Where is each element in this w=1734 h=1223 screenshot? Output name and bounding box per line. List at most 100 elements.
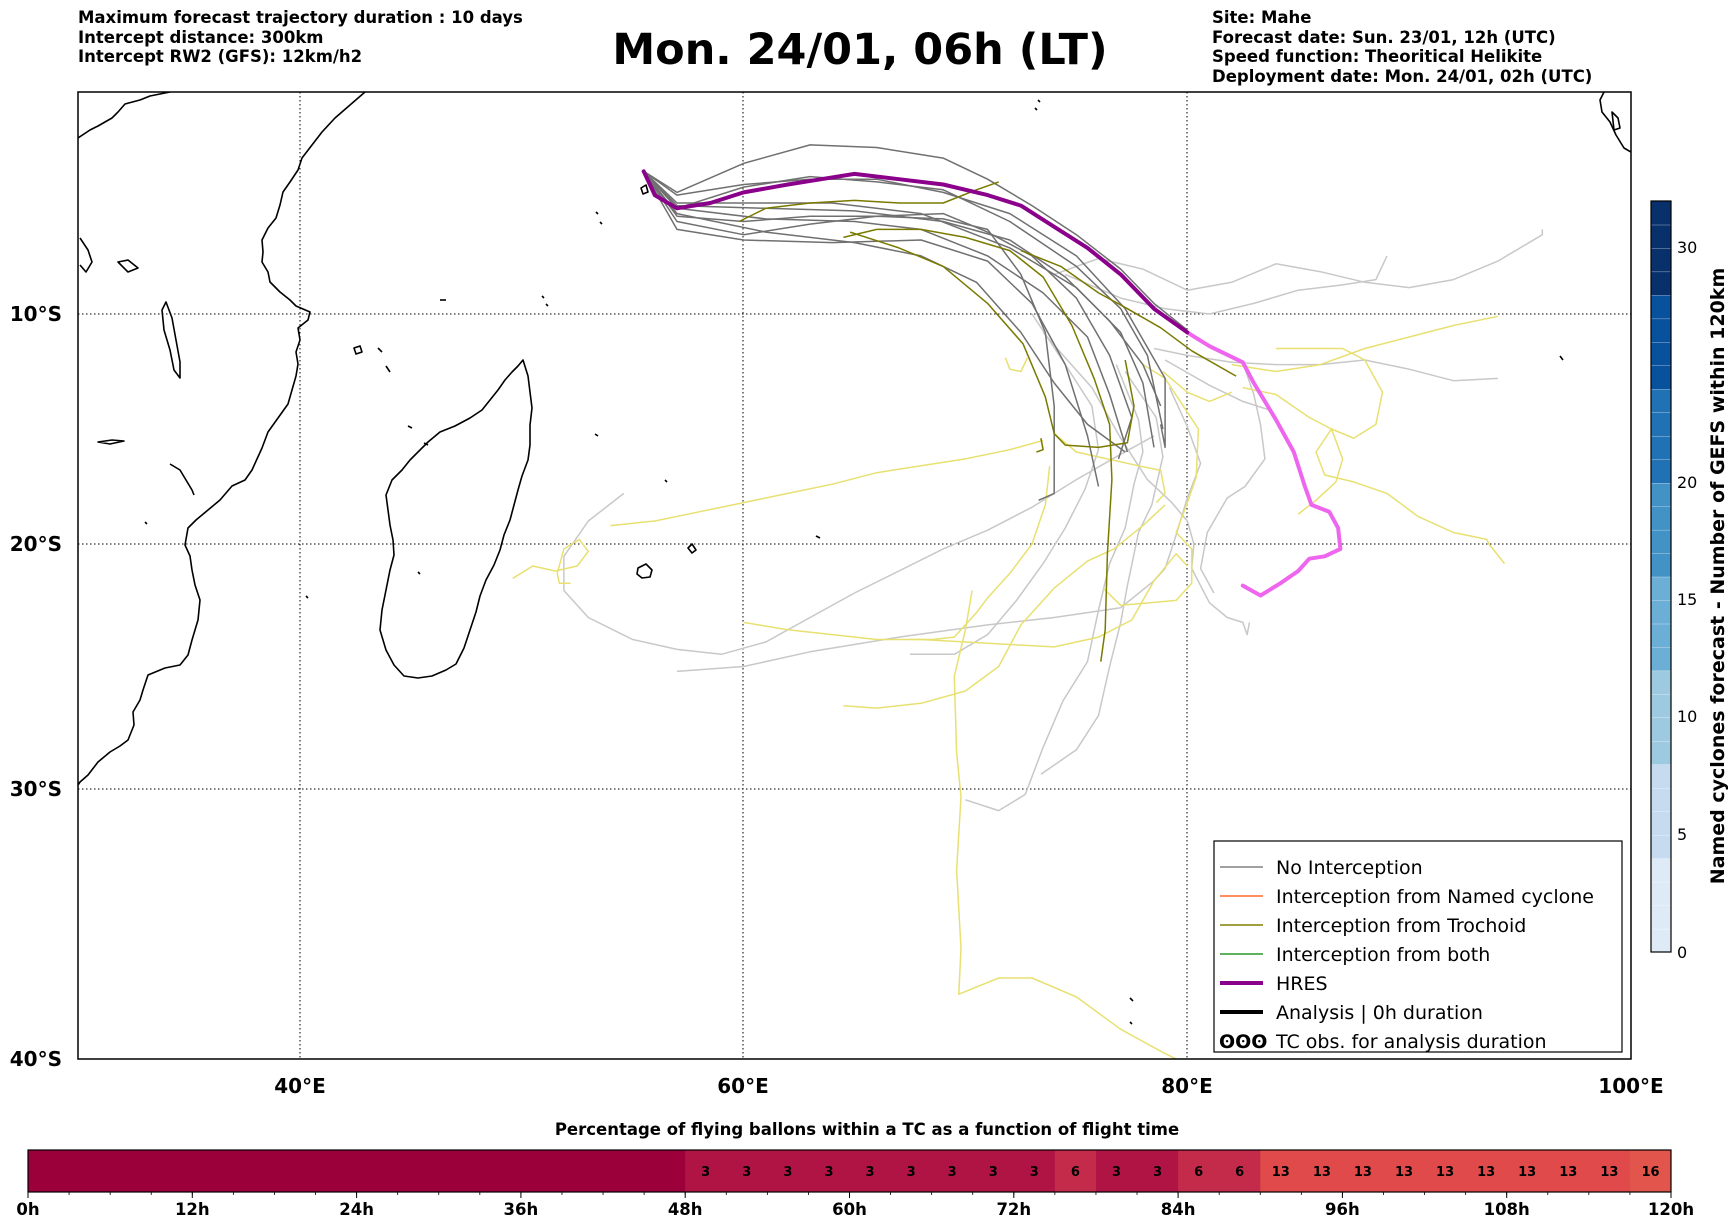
flight-time-cell: [479, 1150, 522, 1192]
no-interception-track-8: [643, 170, 1166, 449]
flight-time-cell-value: 6: [1235, 1165, 1244, 1180]
gefs-colorbar-cell: [1650, 247, 1672, 273]
flight-time-cell: [356, 1150, 399, 1192]
land: [78, 92, 1631, 1025]
flight-time-cell: [1383, 1150, 1425, 1192]
farquhar-dots: [377, 347, 429, 446]
gefs-tick-10: 10: [1677, 707, 1697, 726]
tc-obs-symbol: ʘʘʘ: [1219, 1031, 1267, 1053]
flight-time-tick-label: 84h: [1161, 1200, 1196, 1219]
gefs-tick-5: 5: [1677, 825, 1687, 844]
flight-time-cell: [685, 1150, 727, 1192]
flight-time-cell: [1629, 1150, 1672, 1192]
flight-time-cell: [1013, 1150, 1056, 1192]
flight-time-cell: [397, 1150, 440, 1192]
flight-time-cell: [1178, 1150, 1220, 1192]
flight-time-cell: [972, 1150, 1015, 1192]
flight-time-tick-label: 0h: [16, 1200, 39, 1219]
flight-time-cell: [1096, 1150, 1138, 1192]
flight-time-tick-label: 36h: [504, 1200, 539, 1219]
arabia-coastline: [78, 92, 171, 139]
lake-malawi: [161, 301, 181, 379]
gefs-colorbar-cell: [1650, 693, 1672, 718]
legend-label: Analysis | 0h duration: [1276, 1002, 1483, 1024]
gefs-tick-20: 20: [1677, 473, 1697, 492]
trochoid-late-track-11: [1004, 357, 1029, 373]
gefs-colorbar-ticks: 0 5 10 15 20 30: [1677, 238, 1697, 962]
flight-time-cell: [1054, 1150, 1097, 1192]
flight-time-cell-value: 13: [1518, 1165, 1536, 1180]
flight-time-cell: [644, 1150, 686, 1192]
legend-box: [1213, 840, 1623, 1053]
flight-time-cell: [520, 1150, 563, 1192]
flight-time-cell-value: 3: [1153, 1165, 1162, 1180]
site-text: Site: Mahe: [1212, 8, 1312, 27]
india-tip: [1599, 92, 1631, 153]
legend-item: Interception from Trochoid: [1220, 915, 1526, 937]
flight-time-cell-value: 3: [907, 1165, 916, 1180]
gefs-colorbar-cell: [1650, 928, 1672, 953]
gefs-colorbar-cell: [1650, 857, 1672, 883]
flight-time-cell: [1424, 1150, 1467, 1192]
flight-time-tick-label: 96h: [1325, 1200, 1360, 1219]
trochoid-late-track-3: [1053, 433, 1166, 504]
gefs-colorbar-cell: [1650, 412, 1672, 437]
gefs-colorbar-cell: [1650, 599, 1672, 625]
gefs-colorbar-cell: [1650, 904, 1672, 930]
flight-time-cell: [562, 1150, 604, 1192]
rodrigues-dot: [815, 535, 821, 539]
gefs-colorbar-frame: [1650, 200, 1672, 953]
gefs-colorbar-cell: [1650, 811, 1672, 836]
mozambique-dots: [144, 521, 421, 599]
no-interception-late-track-6: [965, 364, 1144, 812]
legend-label: Interception from both: [1276, 944, 1490, 966]
flight-time-cell-value: 13: [1395, 1165, 1413, 1180]
gefs-colorbar-cell: [1650, 552, 1672, 578]
lat-label-40s: 40°S: [10, 1047, 62, 1071]
gefs-colorbar-cell: [1650, 764, 1672, 789]
flight-time-cell: [1465, 1150, 1508, 1192]
gefs-colorbar-cell: [1650, 435, 1672, 460]
mauritius-island: [636, 563, 653, 579]
gefs-colorbar-cell: [1650, 623, 1672, 648]
forecast-date-text: Forecast date: Sun. 23/01, 12h (UTC): [1212, 27, 1556, 47]
legend-item: Interception from Named cyclone: [1220, 886, 1594, 908]
no-interception-late-track-5: [1042, 331, 1251, 636]
flight-time-tick-label: 108h: [1484, 1200, 1530, 1219]
chagos-dot: [1559, 355, 1564, 361]
graticule: [78, 92, 1631, 1059]
trajectory-tracks: [512, 144, 1544, 1059]
gefs-tick-30: 30: [1677, 238, 1697, 257]
intercept-distance-text: Intercept distance: 300km: [78, 27, 324, 47]
flight-time-cell: [438, 1150, 481, 1192]
trochoid-late-track-13: [953, 590, 1178, 1059]
flight-time-cell: [890, 1150, 933, 1192]
flight-time-cell-value: 6: [1071, 1165, 1080, 1180]
legend-label: Interception from Trochoid: [1276, 915, 1526, 937]
madagascar-coastline: [379, 359, 533, 679]
flight-time-bar-title: Percentage of flying ballons within a TC…: [555, 1120, 1179, 1139]
agalega-dot: [594, 433, 599, 437]
no-interception-track-6: [643, 170, 1129, 453]
gefs-colorbar-cell: [1650, 881, 1672, 906]
flight-time-cell-value: 3: [1112, 1165, 1121, 1180]
flight-time-tick-label: 12h: [175, 1200, 210, 1219]
trochoid-track-2: [843, 228, 1113, 662]
comoros-island: [353, 345, 363, 355]
flight-time-cell: [315, 1150, 357, 1192]
gefs-colorbar-cell: [1650, 271, 1672, 296]
axis-labels: 10°S 20°S 30°S 40°S 40°E 60°E 80°E 100°E: [10, 302, 1664, 1098]
trochoid-late-track-4: [910, 465, 1051, 641]
legend-item: ʘʘʘ TC obs. for analysis duration: [1219, 1031, 1547, 1053]
no-interception-track-1: [643, 144, 1188, 331]
flight-time-cell-value: 6: [1194, 1165, 1203, 1180]
legend-item: Analysis | 0h duration: [1220, 1002, 1483, 1024]
gefs-colorbar-cell: [1650, 576, 1672, 601]
trochoid-track-3: [849, 231, 1135, 449]
forecast-parameters: Maximum forecast trajectory duration : 1…: [78, 8, 523, 67]
flight-time-tick-label: 72h: [996, 1200, 1031, 1219]
flight-time-cell: [603, 1150, 645, 1192]
no-interception-late-track-9: [676, 387, 1202, 673]
no-interception-late-track-8: [1199, 362, 1266, 594]
